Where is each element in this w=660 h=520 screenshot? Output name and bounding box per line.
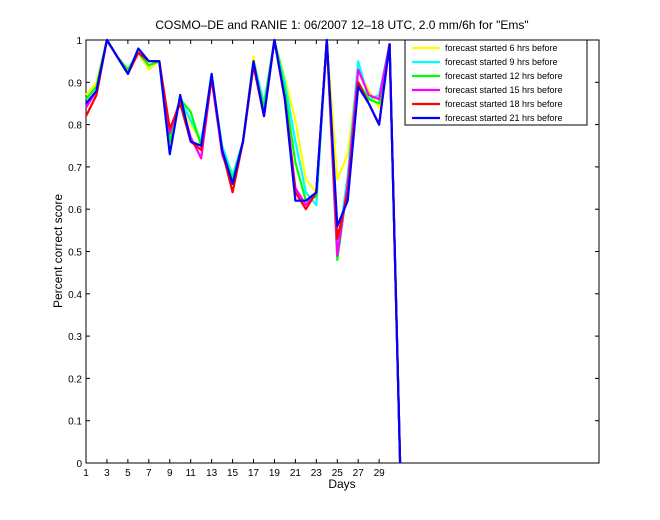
x-axis-label: Days: [328, 477, 355, 491]
x-tick-label: 1: [83, 468, 89, 479]
y-tick-label: 0.3: [68, 332, 82, 343]
x-tick-label: 27: [353, 468, 365, 479]
x-tick-label: 3: [104, 468, 110, 479]
legend-label-5: forecast started 21 hrs before: [445, 113, 563, 123]
y-axis-label: Percent correct score: [51, 194, 65, 308]
x-tick-label: 21: [290, 468, 302, 479]
legend-label-3: forecast started 15 hrs before: [445, 85, 563, 95]
x-tick-label: 9: [167, 468, 173, 479]
chart-title: COSMO–DE and RANIE 1: 06/2007 12–18 UTC,…: [155, 18, 528, 32]
y-tick-label: 0: [76, 459, 82, 470]
x-tick-label: 23: [311, 468, 323, 479]
legend-label-2: forecast started 12 hrs before: [445, 71, 563, 81]
x-tick-label: 11: [185, 468, 196, 479]
legend: forecast started 6 hrs before forecast st…: [404, 39, 588, 126]
x-tick-label: 7: [146, 468, 152, 479]
x-tick-label: 5: [125, 468, 131, 479]
x-tick-label: 19: [269, 468, 281, 479]
x-tick-label: 17: [248, 468, 260, 479]
axis-ticks: 1 3 5 7 9 11 13 15 17 19 21 23 25 27 2900.10.20.30.40.…: [68, 36, 599, 479]
y-tick-label: 0.8: [68, 121, 82, 132]
y-tick-label: 0.5: [68, 248, 82, 259]
y-tick-label: 0.7: [68, 163, 82, 174]
series-line-5: [85, 38, 402, 464]
legend-label-0: forecast started 6 hrs before: [445, 43, 558, 53]
y-tick-label: 0.6: [68, 205, 82, 216]
x-tick-label: 25: [332, 468, 344, 479]
series-lines: [85, 38, 402, 464]
x-tick-label: 29: [374, 468, 386, 479]
y-tick-label: 1: [76, 36, 82, 47]
y-tick-label: 0.9: [68, 78, 82, 89]
legend-box: [404, 39, 588, 126]
x-tick-label: 13: [206, 468, 218, 479]
y-tick-label: 0.1: [68, 417, 82, 428]
x-tick-label: 15: [227, 468, 239, 479]
legend-label-1: forecast started 9 hrs before: [445, 57, 558, 67]
y-tick-label: 0.4: [68, 290, 82, 301]
y-tick-label: 0.2: [68, 374, 82, 385]
legend-label-4: forecast started 18 hrs before: [445, 99, 563, 109]
